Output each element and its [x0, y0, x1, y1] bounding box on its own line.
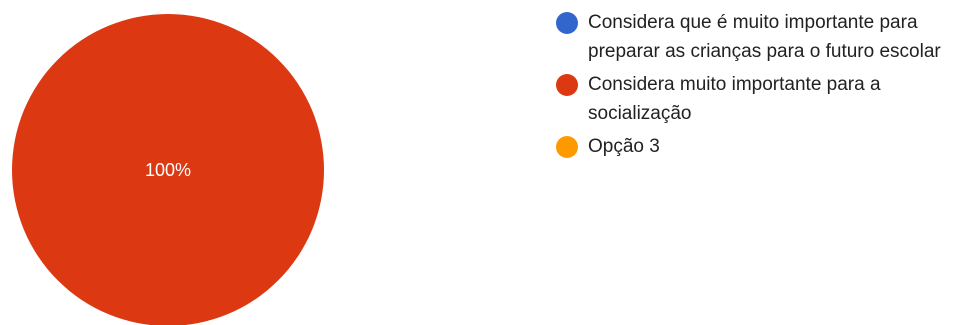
pie-slice-1: [12, 14, 324, 325]
legend-item: Opção 3: [556, 132, 956, 161]
chart-legend: Considera que é muito importante para pr…: [556, 8, 956, 165]
legend-swatch: [556, 74, 578, 96]
pie-slices: [12, 14, 324, 325]
pie-slice-labels: 100%: [145, 160, 191, 180]
legend-item: Considera muito importante para a social…: [556, 70, 956, 128]
legend-label: Considera muito importante para a social…: [588, 74, 881, 124]
legend-item: Considera que é muito importante para pr…: [556, 8, 956, 66]
legend-label: Considera que é muito importante para pr…: [588, 12, 941, 62]
legend-swatch: [556, 136, 578, 158]
legend-swatch: [556, 12, 578, 34]
legend-label: Opção 3: [588, 136, 660, 157]
pie-slice-label-1: 100%: [145, 160, 191, 180]
